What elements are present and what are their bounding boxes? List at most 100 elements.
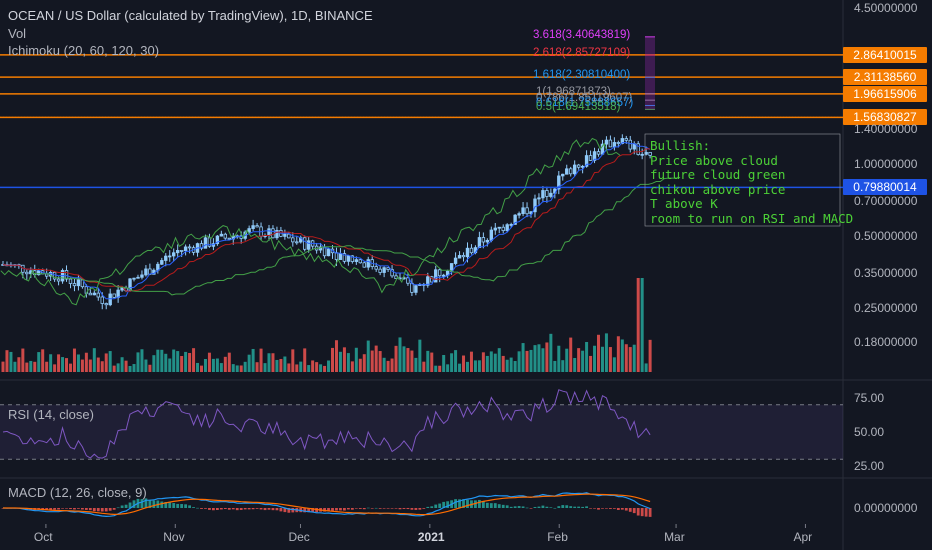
macd-histogram-bar bbox=[458, 499, 461, 508]
candle-body bbox=[569, 168, 573, 175]
candle-body bbox=[533, 198, 537, 213]
volume-bar bbox=[616, 336, 620, 372]
volume-bar bbox=[9, 351, 13, 372]
volume-bar bbox=[307, 365, 311, 372]
volume-bar bbox=[176, 351, 180, 372]
volume-bar bbox=[600, 346, 604, 372]
candle-body bbox=[390, 269, 394, 277]
volume-bar bbox=[608, 347, 612, 372]
volume-bar bbox=[61, 357, 65, 372]
macd-histogram-bar bbox=[247, 508, 251, 510]
candle-body bbox=[469, 247, 474, 254]
macd-histogram-bar bbox=[593, 508, 596, 509]
volume-bar bbox=[231, 364, 235, 372]
macd-histogram-bar bbox=[493, 503, 497, 508]
macd-histogram-bar bbox=[243, 508, 247, 510]
volume-bar bbox=[247, 354, 251, 372]
volume-bar bbox=[525, 350, 529, 372]
candle-body bbox=[338, 253, 343, 260]
volume-bar bbox=[350, 361, 354, 372]
candle-body bbox=[267, 228, 271, 237]
macd-histogram-bar bbox=[616, 508, 620, 510]
volume-bar bbox=[430, 352, 434, 372]
macd-histogram-bar bbox=[208, 508, 211, 510]
macd-histogram-bar bbox=[53, 508, 57, 510]
volume-bar bbox=[418, 339, 422, 372]
volume-bar bbox=[116, 363, 120, 372]
volume-legend[interactable]: Vol bbox=[8, 26, 27, 41]
macd-histogram-bar bbox=[430, 506, 434, 508]
macd-histogram-bar bbox=[168, 502, 172, 508]
analysis-note-line: T above K bbox=[650, 196, 718, 212]
macd-histogram-bar bbox=[624, 508, 628, 511]
volume-bar bbox=[80, 359, 84, 372]
macd-histogram-bar bbox=[557, 506, 561, 508]
macd-histogram-bar bbox=[267, 508, 271, 510]
macd-histogram-bar bbox=[343, 508, 346, 511]
volume-bar bbox=[219, 363, 223, 372]
volume-bar bbox=[390, 358, 394, 372]
macd-histogram-bar bbox=[176, 503, 180, 508]
macd-histogram-bar bbox=[394, 508, 398, 509]
candle-body bbox=[441, 274, 446, 277]
macd-legend[interactable]: MACD (12, 26, close, 9) bbox=[8, 485, 147, 500]
macd-histogram-bar bbox=[489, 503, 493, 508]
candle-body bbox=[88, 292, 93, 296]
price-tag-3[interactable]: 1.56830827 bbox=[843, 109, 927, 126]
candle-body bbox=[100, 296, 104, 304]
volume-bar bbox=[172, 349, 176, 372]
candle-body bbox=[358, 259, 362, 264]
macd-histogram-bar bbox=[212, 508, 215, 511]
candle-body bbox=[596, 151, 601, 155]
price-axis-tick: 4.50000000 bbox=[854, 1, 918, 15]
macd-histogram-bar bbox=[366, 507, 370, 509]
macd-histogram-bar bbox=[478, 499, 481, 508]
macd-histogram-bar bbox=[251, 508, 255, 510]
macd-histogram-bar bbox=[323, 508, 326, 512]
rsi-legend[interactable]: RSI (14, close) bbox=[8, 407, 94, 422]
candle-body bbox=[132, 277, 136, 280]
macd-histogram-bar bbox=[92, 508, 96, 512]
macd-histogram-bar bbox=[422, 508, 426, 509]
candle-body bbox=[584, 155, 589, 167]
macd-histogram-bar bbox=[346, 508, 350, 510]
candle-body bbox=[537, 197, 541, 200]
candle-body bbox=[453, 257, 458, 264]
macd-histogram-bar bbox=[628, 508, 632, 512]
volume-bar bbox=[283, 356, 287, 372]
price-tag-4[interactable]: 0.79880014 bbox=[843, 179, 927, 196]
volume-bar bbox=[398, 337, 402, 372]
volume-bar bbox=[164, 353, 168, 372]
volume-bar bbox=[358, 358, 362, 372]
volume-bar bbox=[255, 362, 259, 372]
volume-bar bbox=[334, 340, 338, 372]
fib-level-label: 1.618(2.30810400) bbox=[533, 69, 631, 82]
macd-histogram-bar bbox=[454, 499, 457, 508]
price-tag-2[interactable]: 1.96615906 bbox=[843, 85, 927, 102]
volume-bars bbox=[1, 278, 652, 372]
volume-bar bbox=[414, 357, 418, 372]
volume-bar bbox=[597, 334, 600, 372]
macd-histogram-bar bbox=[565, 505, 569, 508]
price-tag-1[interactable]: 2.31138560 bbox=[843, 69, 927, 86]
signal-line bbox=[3, 493, 651, 516]
candle-body bbox=[366, 259, 370, 268]
time-axis-label: Dec bbox=[288, 530, 310, 544]
volume-bar bbox=[489, 351, 493, 372]
candle-body bbox=[215, 235, 220, 245]
volume-bar bbox=[541, 348, 545, 372]
candle-body bbox=[541, 190, 545, 199]
candle-body bbox=[104, 303, 108, 306]
ichimoku-legend[interactable]: Ichimoku (20, 60, 120, 30) bbox=[8, 43, 160, 58]
price-tag-0[interactable]: 2.86410015 bbox=[843, 46, 927, 63]
macd-histogram-bar bbox=[219, 508, 223, 510]
macd-histogram-bar bbox=[517, 506, 521, 508]
macd-histogram-bar bbox=[577, 506, 581, 508]
volume-bar bbox=[402, 346, 406, 372]
analysis-note[interactable]: Bullish: Price above cloud future cloud gr… bbox=[650, 138, 853, 227]
candle-body bbox=[283, 233, 287, 237]
candle-body bbox=[219, 233, 224, 237]
volume-bar bbox=[346, 353, 350, 372]
volume-bar bbox=[279, 358, 283, 372]
